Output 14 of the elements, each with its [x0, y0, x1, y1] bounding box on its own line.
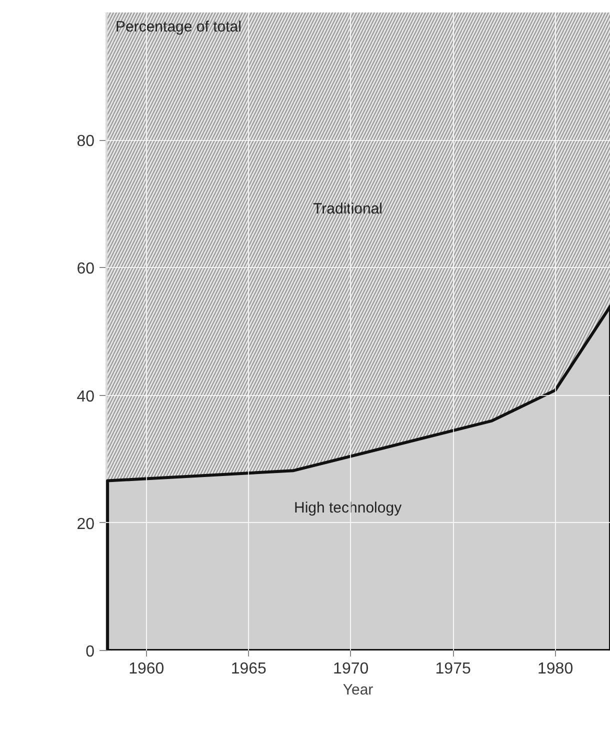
y-axis-title: Percentage of total [116, 18, 242, 36]
y-tick-label: 60 [76, 260, 95, 278]
x-tick-label: 1960 [128, 660, 164, 678]
x-axis-title: Year [342, 682, 374, 698]
y-tick-label: 40 [76, 388, 95, 406]
x-tick-label: 1980 [538, 660, 574, 678]
y-tick-label: 20 [76, 516, 95, 533]
series-label: High technology [294, 500, 402, 517]
x-tick-label: 1975 [435, 660, 471, 678]
x-tick-label: 1970 [333, 660, 369, 678]
x-tick-label: 1965 [230, 660, 267, 678]
series-label: Traditional [313, 200, 383, 218]
y-tick-label: 0 [86, 644, 95, 660]
y-tick-label: 80 [76, 133, 95, 150]
